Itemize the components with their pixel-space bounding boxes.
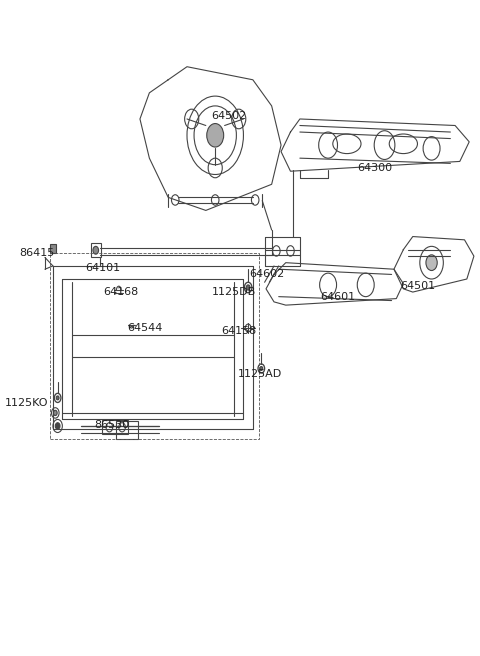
Text: 64168: 64168 [104,287,139,297]
Text: 64101: 64101 [85,263,120,273]
Text: 1125AD: 1125AD [238,369,282,379]
Text: 64300: 64300 [358,163,393,173]
Circle shape [426,255,437,270]
Bar [49,253,259,439]
Text: 1125DB: 1125DB [212,287,256,297]
Text: 64502: 64502 [212,111,247,121]
Circle shape [56,396,59,400]
Circle shape [93,247,98,254]
Circle shape [55,422,60,429]
Text: 64544: 64544 [127,323,162,333]
Text: 64602: 64602 [249,270,285,279]
Bar [102,420,128,434]
Text: 64601: 64601 [320,292,355,302]
Text: 64158: 64158 [221,326,256,337]
Text: 86415: 86415 [19,248,54,258]
Circle shape [260,367,263,371]
Circle shape [207,123,224,147]
Bar [91,243,101,257]
Text: 1125KO: 1125KO [5,398,49,408]
Text: 64501: 64501 [400,281,435,291]
Bar [117,420,138,439]
Circle shape [53,410,57,415]
Text: 86530: 86530 [94,420,129,430]
Bar [49,244,56,253]
Circle shape [246,285,250,290]
